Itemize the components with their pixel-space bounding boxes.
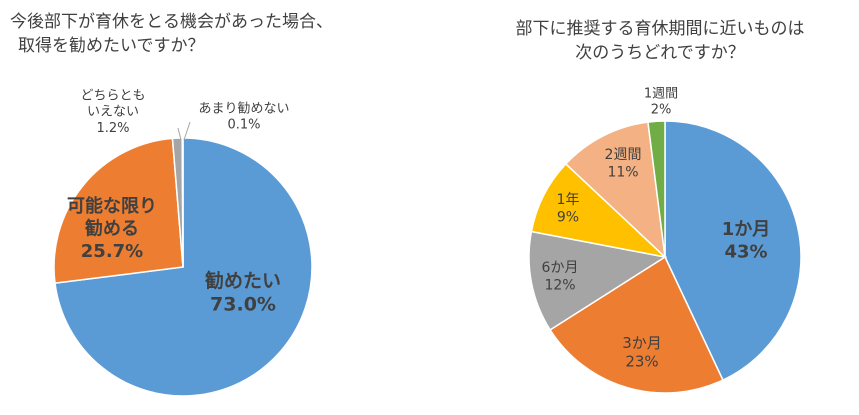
right-pie-label-2: 3か月 23% [622,334,662,371]
right-pie-slice-3 [528,230,668,331]
right-pie-label-4: 1年 9% [557,192,580,226]
left-leader-line-1 [177,127,182,141]
right-chart-title-line-1: 部下に推奨する育休期間に近いものは [515,19,805,39]
right-pie-slice-6 [647,120,666,258]
left-chart-title-line-1: 今後部下が育休をとる機会があった場合、 [10,12,333,32]
right-pie-label-5: 2週間 11% [605,147,642,181]
right-pie-label-3: 6か月 12% [542,260,579,294]
left-chart-title-line-2: 取得を勧めたいですか？ [18,36,205,56]
right-pie-label-1: 1か月 43% [722,219,771,262]
right-chart-title: 部下に推奨する育休期間に近いものは 次のうちどれですか？ [460,17,859,65]
left-pie-label-4: あまり勧めない 0.1% [198,100,289,132]
right-pie-label-6: 1週間 2% [644,86,678,117]
left-pie-slice-4 [181,137,184,268]
left-leader-line-2 [183,121,191,141]
left-chart-title: 今後部下が育休をとる機会があった場合、 取得を勧めたいですか？ [10,10,333,58]
right-chart-title-line-2: 次のうちどれですか？ [575,43,745,63]
left-pie-label-1: 勧めたい 73.0% [204,269,281,316]
left-pie-label-2: 可能な限り勧める 25.7% [67,195,157,262]
left-pie-slice-2 [53,137,184,285]
right-pie-slice-2 [549,255,724,394]
left-pie-label-3: どちらともいえない 1.2% [80,88,145,136]
right-pie-slice-5 [564,121,667,259]
right-pie-slice-1 [664,120,802,382]
